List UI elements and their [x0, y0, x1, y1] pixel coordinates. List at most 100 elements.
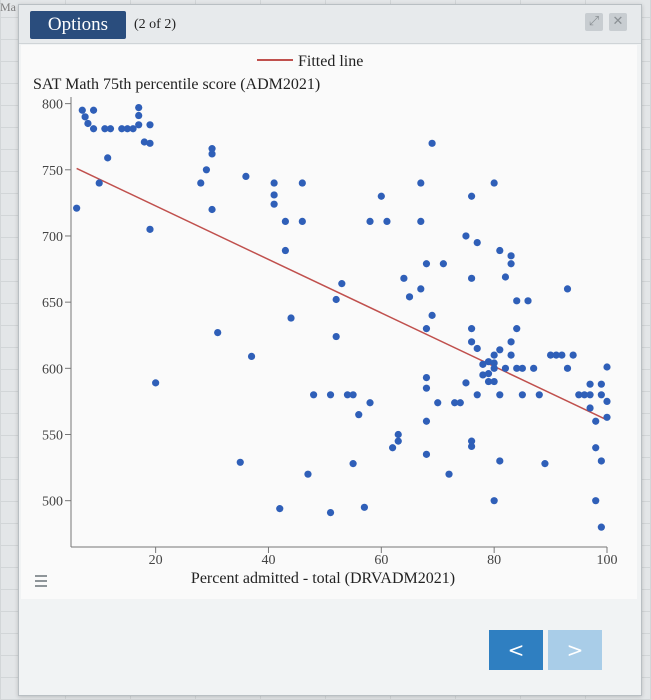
data-point	[513, 364, 521, 372]
data-point	[467, 338, 476, 346]
data-point	[214, 328, 222, 337]
data-point	[586, 391, 594, 399]
data-point	[422, 260, 431, 268]
data-point	[304, 470, 312, 478]
data-point	[597, 523, 605, 531]
data-point	[603, 413, 611, 421]
data-point	[202, 166, 211, 174]
data-point	[81, 113, 89, 121]
data-point	[400, 274, 408, 282]
data-point	[281, 246, 289, 255]
data-point	[575, 391, 583, 399]
y-tick-label: 650	[42, 296, 63, 311]
data-point	[467, 442, 476, 451]
data-point	[405, 293, 414, 301]
chart-title: SAT Math 75th percentile score (ADM2021)	[33, 76, 320, 93]
x-axis-label: Percent admitted - total (DRVADM2021)	[191, 570, 455, 587]
chart-panel: Fitted line SAT Math 75th percentile sco…	[21, 45, 637, 599]
data-point	[417, 285, 425, 293]
data-point	[383, 217, 391, 226]
data-point	[569, 351, 577, 359]
data-point	[462, 379, 470, 387]
hamburger-menu-icon[interactable]	[35, 575, 47, 587]
data-point	[298, 179, 306, 187]
data-point	[247, 352, 256, 361]
data-point	[467, 192, 476, 200]
data-point	[355, 411, 363, 419]
x-tick-label: 20	[149, 553, 163, 568]
data-point	[135, 121, 143, 129]
y-tick-label: 600	[42, 362, 63, 377]
data-point	[592, 444, 600, 452]
expand-icon[interactable]: ⤢	[585, 13, 603, 31]
data-point	[597, 380, 605, 388]
data-point	[507, 338, 515, 346]
data-point	[530, 364, 538, 372]
data-point	[563, 364, 572, 372]
data-point	[496, 346, 504, 354]
data-point	[467, 274, 476, 282]
data-point	[78, 106, 86, 114]
data-point	[422, 325, 431, 333]
data-point	[603, 397, 611, 406]
data-point	[417, 179, 425, 187]
data-point	[586, 404, 594, 412]
data-point	[490, 497, 498, 505]
data-point	[389, 444, 397, 452]
data-point	[558, 351, 566, 359]
data-point	[338, 280, 346, 288]
data-point	[586, 380, 594, 388]
previous-button[interactable]: <	[489, 630, 543, 670]
x-tick-label: 60	[374, 553, 388, 568]
data-point	[208, 205, 216, 214]
y-tick-label: 550	[42, 429, 63, 444]
data-point	[104, 154, 112, 162]
data-point	[422, 373, 431, 382]
data-point	[276, 505, 284, 513]
data-point	[394, 437, 402, 445]
data-point	[479, 371, 487, 379]
x-tick-label: 40	[261, 553, 275, 568]
data-point	[343, 391, 352, 399]
data-point	[552, 351, 560, 359]
data-point	[287, 314, 295, 322]
next-button[interactable]: >	[548, 630, 602, 670]
data-point	[535, 391, 543, 399]
chart-popup-window: Options (2 of 2) ⤢ ✕ Fitted line SAT Mat…	[18, 4, 642, 696]
options-button[interactable]: Options	[30, 11, 126, 39]
data-point	[434, 399, 442, 407]
data-point	[349, 460, 357, 468]
data-point	[484, 370, 493, 378]
x-tick-label: 100	[597, 553, 618, 568]
data-point	[473, 344, 481, 353]
data-point	[513, 325, 521, 333]
data-point	[563, 285, 572, 293]
data-point	[394, 430, 402, 439]
data-point	[135, 111, 143, 120]
data-point	[270, 191, 278, 199]
close-icon[interactable]: ✕	[609, 13, 627, 31]
data-point	[462, 232, 470, 240]
data-point	[422, 384, 431, 392]
data-point	[146, 139, 154, 147]
data-point	[242, 172, 250, 181]
data-point	[490, 359, 498, 367]
data-point	[597, 457, 605, 465]
fitted-line	[76, 167, 608, 421]
data-point	[106, 125, 115, 133]
data-point	[490, 364, 498, 372]
data-point	[451, 399, 459, 407]
data-point	[580, 391, 589, 399]
data-point	[473, 238, 481, 247]
data-point	[310, 391, 318, 399]
data-point	[140, 138, 148, 146]
data-point	[101, 125, 109, 133]
data-point	[467, 325, 476, 333]
data-point	[507, 252, 515, 260]
data-point	[592, 417, 600, 425]
data-point	[326, 391, 335, 399]
data-point	[597, 391, 605, 399]
data-point	[146, 121, 154, 129]
y-tick-label: 750	[42, 164, 63, 179]
corner-tag: Ma	[0, 0, 16, 14]
